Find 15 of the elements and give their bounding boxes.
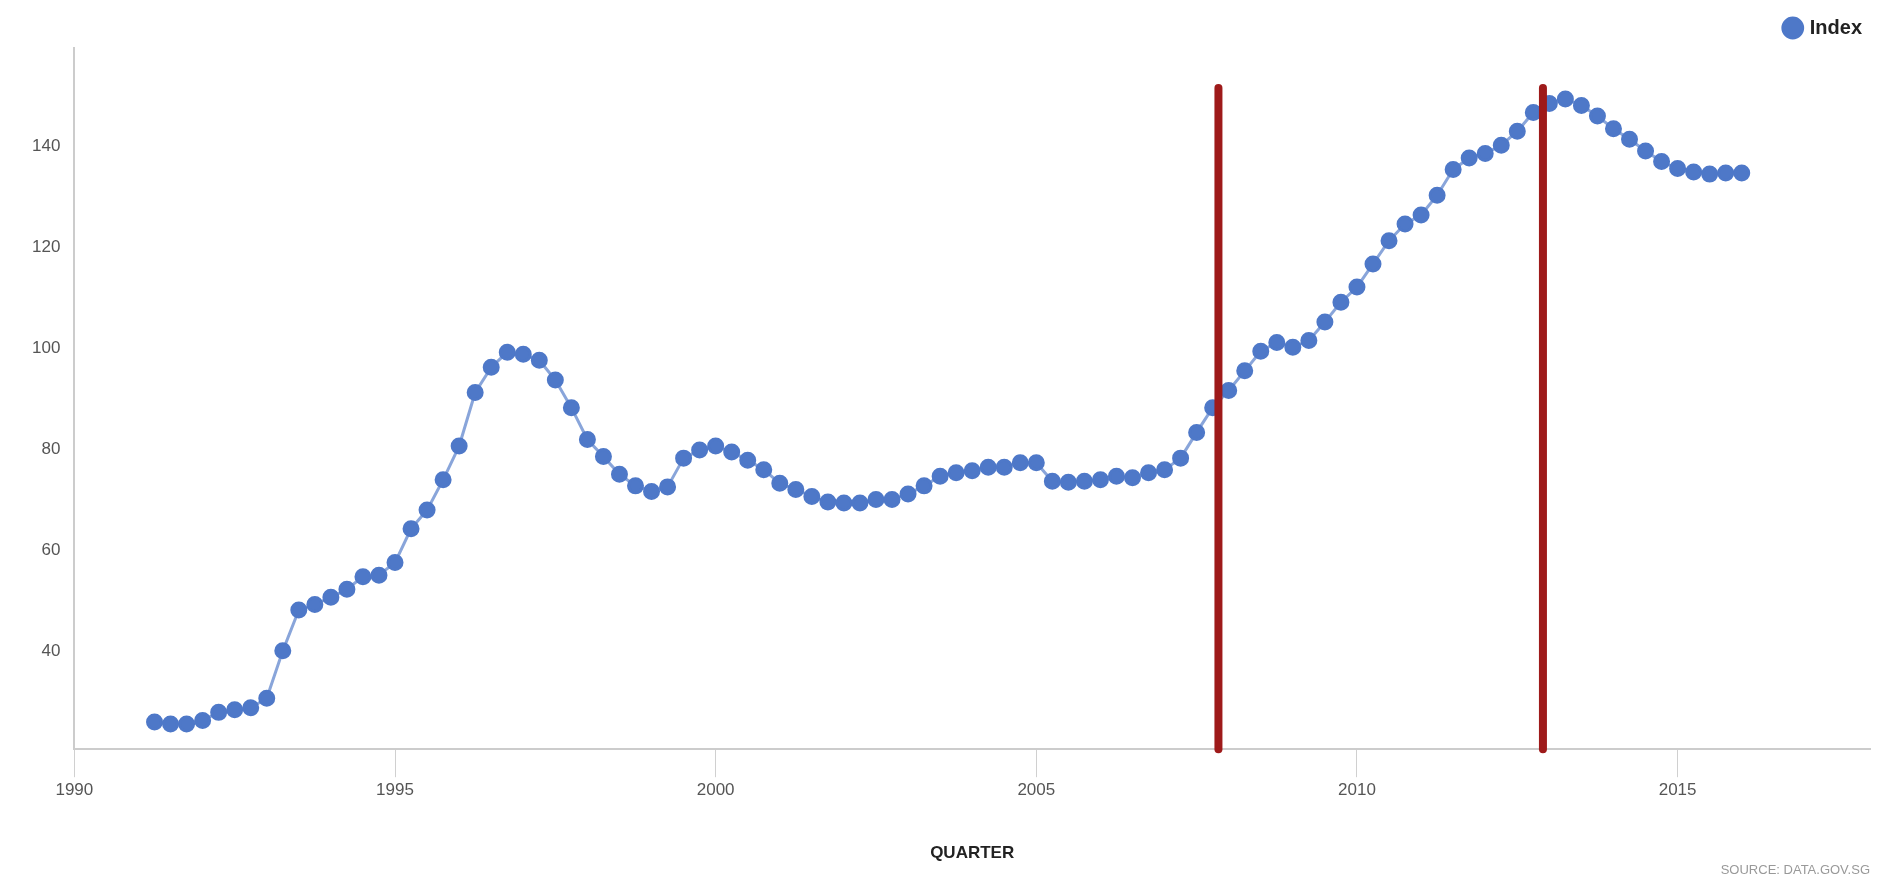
y-tick-label: 140 bbox=[31, 136, 61, 156]
source-note: SOURCE: DATA.GOV.SG bbox=[1720, 861, 1870, 877]
x-tick-label: 2005 bbox=[1017, 780, 1056, 800]
x-tick-label: 2010 bbox=[1338, 780, 1376, 800]
x-tick-label: 2000 bbox=[696, 780, 735, 800]
x-tick-label: 2015 bbox=[1658, 780, 1697, 800]
x-tick-label: 1995 bbox=[376, 780, 414, 800]
legend-label: Index bbox=[1809, 15, 1863, 38]
x-tick-label: 1990 bbox=[55, 780, 94, 800]
y-tick-label: 60 bbox=[41, 539, 61, 559]
y-tick-label: 120 bbox=[31, 236, 61, 256]
y-tick-label: 80 bbox=[41, 438, 61, 458]
x-axis-title: QUARTER bbox=[930, 843, 1015, 863]
y-tick-label: 100 bbox=[31, 337, 61, 357]
y-tick-label: 40 bbox=[41, 640, 61, 660]
